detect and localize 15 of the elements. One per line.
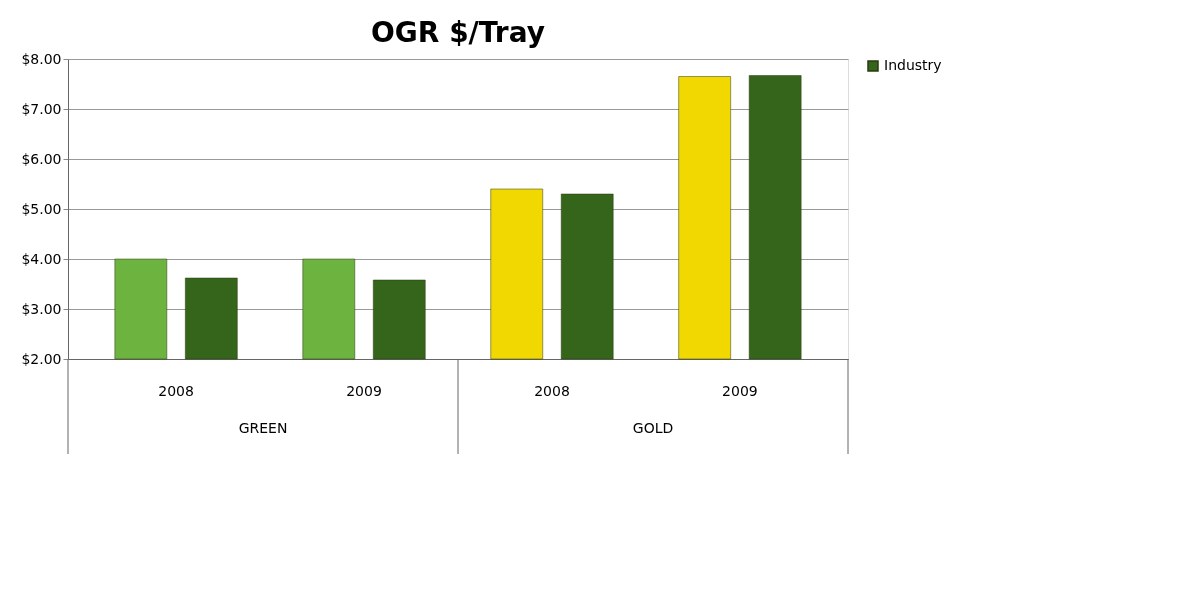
text: GOLD (632, 420, 674, 436)
y-tick-label: $4.00 (21, 250, 62, 267)
legend-label: Industry (884, 57, 942, 73)
x-tick-label: 2008 (158, 382, 194, 399)
y-tick-label: $3.00 (21, 300, 62, 317)
x-tick-label: 2008 (534, 382, 570, 399)
chart-title: OGR $/Tray (371, 16, 545, 49)
x-tick-label: 2009 (722, 382, 758, 399)
text: GREEN (238, 420, 288, 436)
y-tick-label: $5.00 (21, 200, 62, 217)
y-tick-label: $7.00 (21, 100, 62, 117)
x-tick-label: 2009 (346, 382, 382, 399)
y-tick-label: $6.00 (21, 150, 62, 167)
y-tick-label: $2.00 (21, 350, 62, 367)
y-tick-label: $8.00 (21, 50, 62, 67)
